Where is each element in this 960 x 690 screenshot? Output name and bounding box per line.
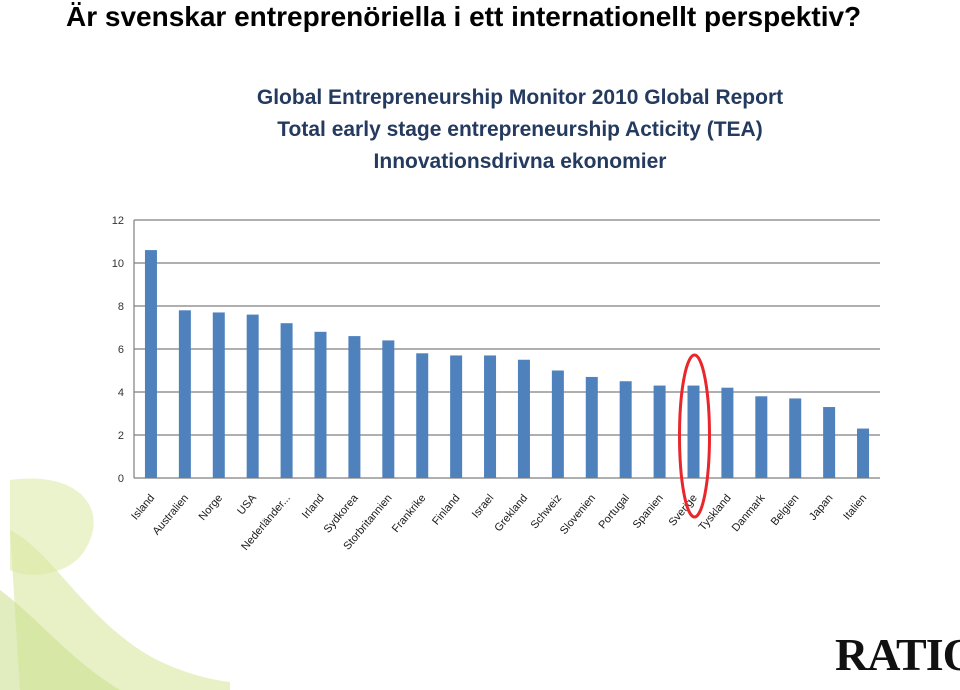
x-tick-label: Grekland — [492, 492, 530, 534]
bar-belgien — [789, 398, 802, 478]
x-tick-label: Irland — [300, 492, 327, 521]
x-tick-label: Schweiz — [529, 492, 565, 531]
chart-title-line-3: Innovationsdrivna ekonomier — [373, 150, 667, 173]
x-tick-label: Belgien — [769, 492, 802, 528]
y-tick-label: 0 — [118, 473, 124, 485]
bar-israel — [484, 355, 497, 478]
bar-storbritannien — [382, 340, 395, 478]
bar-spanien — [653, 385, 666, 478]
y-tick-label: 8 — [118, 301, 124, 313]
y-tick-label: 2 — [118, 430, 124, 442]
y-tick-label: 12 — [112, 215, 124, 227]
x-tick-label: Spanien — [631, 492, 666, 531]
x-tick-label: Portugal — [596, 492, 632, 531]
x-tick-label: Finland — [430, 492, 462, 527]
x-tick-label: Israel — [470, 492, 496, 520]
x-tick-label: USA — [235, 492, 259, 518]
y-tick-label: 6 — [118, 344, 124, 356]
bar-danmark — [755, 396, 768, 478]
bar-slovenien — [585, 376, 598, 478]
bar-irland — [314, 331, 327, 478]
bar-norge — [212, 312, 225, 478]
bar-sydkorea — [348, 336, 361, 478]
bar-sverige — [687, 385, 700, 478]
slide-title: Är svenskar entreprenöriella i ett inter… — [66, 1, 862, 32]
bar-tyskland — [721, 387, 734, 478]
bar-portugal — [619, 381, 632, 478]
x-tick-label: Norge — [197, 492, 225, 523]
x-tick-label: Tyskland — [697, 492, 734, 533]
bar-grekland — [517, 359, 530, 478]
x-tick-label: Sverige — [667, 492, 700, 528]
chart-title-line-2: Total early stage entrepreneurship Actic… — [277, 118, 763, 141]
bar-frankrike — [416, 353, 429, 478]
bar-australien — [178, 310, 191, 478]
x-tick-label: Slovenien — [558, 492, 598, 537]
bar-island — [144, 250, 157, 478]
y-tick-label: 4 — [118, 387, 124, 399]
x-tick-label: Island — [129, 492, 157, 522]
bar-japan — [823, 407, 836, 478]
chart-title: Global Entrepreneurship Monitor 2010 Glo… — [240, 82, 800, 178]
chart-title-line-1: Global Entrepreneurship Monitor 2010 Glo… — [256, 86, 784, 109]
bar-italien — [857, 428, 870, 478]
bar-nederländer- — [280, 323, 293, 478]
bar-finland — [450, 355, 463, 478]
red-ellipse-highlight — [678, 353, 711, 519]
y-tick-label: 10 — [112, 258, 124, 270]
ratio-logo: RATIO — [835, 629, 960, 680]
bar-schweiz — [551, 370, 564, 478]
bar-usa — [246, 314, 259, 478]
x-tick-label: Japan — [807, 492, 835, 523]
x-tick-label: Danmark — [730, 492, 768, 534]
x-tick-label: Australien — [151, 492, 192, 537]
x-tick-label: Frankrike — [390, 492, 429, 535]
x-tick-label: Italien — [841, 492, 869, 522]
ratio-leaf-logo-icon — [0, 478, 230, 690]
